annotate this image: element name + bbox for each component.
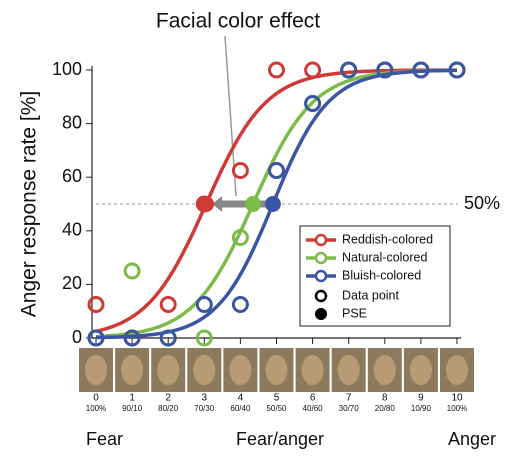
- data-point: [231, 162, 249, 179]
- legend-marker: [314, 233, 328, 247]
- x-tick-label: 10: [451, 393, 463, 404]
- x-tick-label: 8: [382, 393, 388, 404]
- data-point: [412, 61, 430, 79]
- face: [409, 355, 432, 385]
- y-tick-label: 80: [62, 112, 82, 132]
- pse-point: [198, 196, 215, 212]
- mix-label: 60/40: [230, 404, 251, 413]
- y-tick-label: 100: [52, 59, 82, 79]
- x-tick-label: 2: [165, 393, 171, 404]
- face: [193, 355, 216, 385]
- face: [301, 355, 324, 385]
- legend-marker: [314, 289, 328, 303]
- x-tick-label: 5: [274, 393, 280, 404]
- data-point: [195, 329, 213, 347]
- face: [373, 355, 396, 385]
- x-tick-label: 6: [310, 393, 316, 404]
- mix-label: 90/10: [122, 404, 143, 413]
- continuum-label: Fear/anger: [236, 429, 324, 449]
- plot: [87, 61, 466, 347]
- y-tick-label: 20: [62, 273, 82, 293]
- chart-title: Facial color effect: [156, 10, 320, 33]
- mix-label: 70/30: [194, 404, 215, 413]
- mix-label: 20/80: [375, 404, 396, 413]
- y-axis-label: Anger response rate [%]: [18, 91, 41, 317]
- legend-marker: [315, 308, 327, 320]
- data-point: [159, 296, 177, 313]
- x-tick-label: 4: [238, 393, 244, 404]
- face: [337, 355, 360, 385]
- legend-label: Natural-colored: [342, 250, 428, 264]
- data-point: [87, 329, 105, 347]
- y-tick-label: 0: [72, 327, 82, 347]
- face: [265, 355, 288, 385]
- legend-marker: [314, 251, 328, 265]
- face: [85, 355, 107, 385]
- data-point: [231, 229, 249, 246]
- data-point: [304, 95, 322, 112]
- legend-label: Reddish-colored: [342, 232, 433, 246]
- face: [446, 355, 468, 385]
- mix-label: 100%: [447, 404, 467, 413]
- face: [229, 355, 252, 385]
- x-tick-label: 1: [129, 393, 135, 404]
- x-tick-label: 3: [202, 393, 208, 404]
- mix-label: 50/50: [266, 404, 287, 413]
- mix-label: 80/20: [158, 404, 179, 413]
- pse-point: [245, 196, 262, 212]
- data-point: [195, 296, 213, 313]
- legend-label: PSE: [342, 306, 367, 320]
- legend-label: Bluish-colored: [342, 268, 421, 282]
- pse-arrowhead: [212, 196, 223, 212]
- reference-label: 50%: [464, 193, 500, 213]
- data-point: [87, 296, 105, 313]
- legend-marker: [314, 269, 328, 283]
- x-tick-label: 7: [346, 393, 352, 404]
- face: [157, 355, 180, 385]
- mix-label: 100%: [86, 404, 106, 413]
- data-point: [340, 61, 358, 79]
- y-tick-label: 60: [62, 166, 82, 186]
- legend-label: Data point: [342, 288, 400, 302]
- continuum-label: Anger: [448, 429, 496, 449]
- y-tick-label: 40: [62, 220, 82, 240]
- data-point: [123, 329, 141, 347]
- data-point: [304, 61, 322, 79]
- data-point: [231, 296, 249, 313]
- x-tick-label: 9: [418, 393, 424, 404]
- mix-label: 40/60: [303, 404, 324, 413]
- face: [121, 355, 144, 385]
- fit-curve: [96, 68, 457, 340]
- continuum-label: Fear: [86, 429, 123, 449]
- data-point: [268, 162, 285, 179]
- data-point: [159, 329, 177, 347]
- mix-label: 30/70: [339, 404, 360, 413]
- data-point: [448, 61, 466, 79]
- data-point: [376, 61, 394, 79]
- mix-label: 10/90: [411, 404, 432, 413]
- data-point: [268, 61, 285, 79]
- x-tick-label: 0: [93, 393, 99, 404]
- pse-point: [264, 196, 281, 212]
- data-point: [123, 262, 141, 280]
